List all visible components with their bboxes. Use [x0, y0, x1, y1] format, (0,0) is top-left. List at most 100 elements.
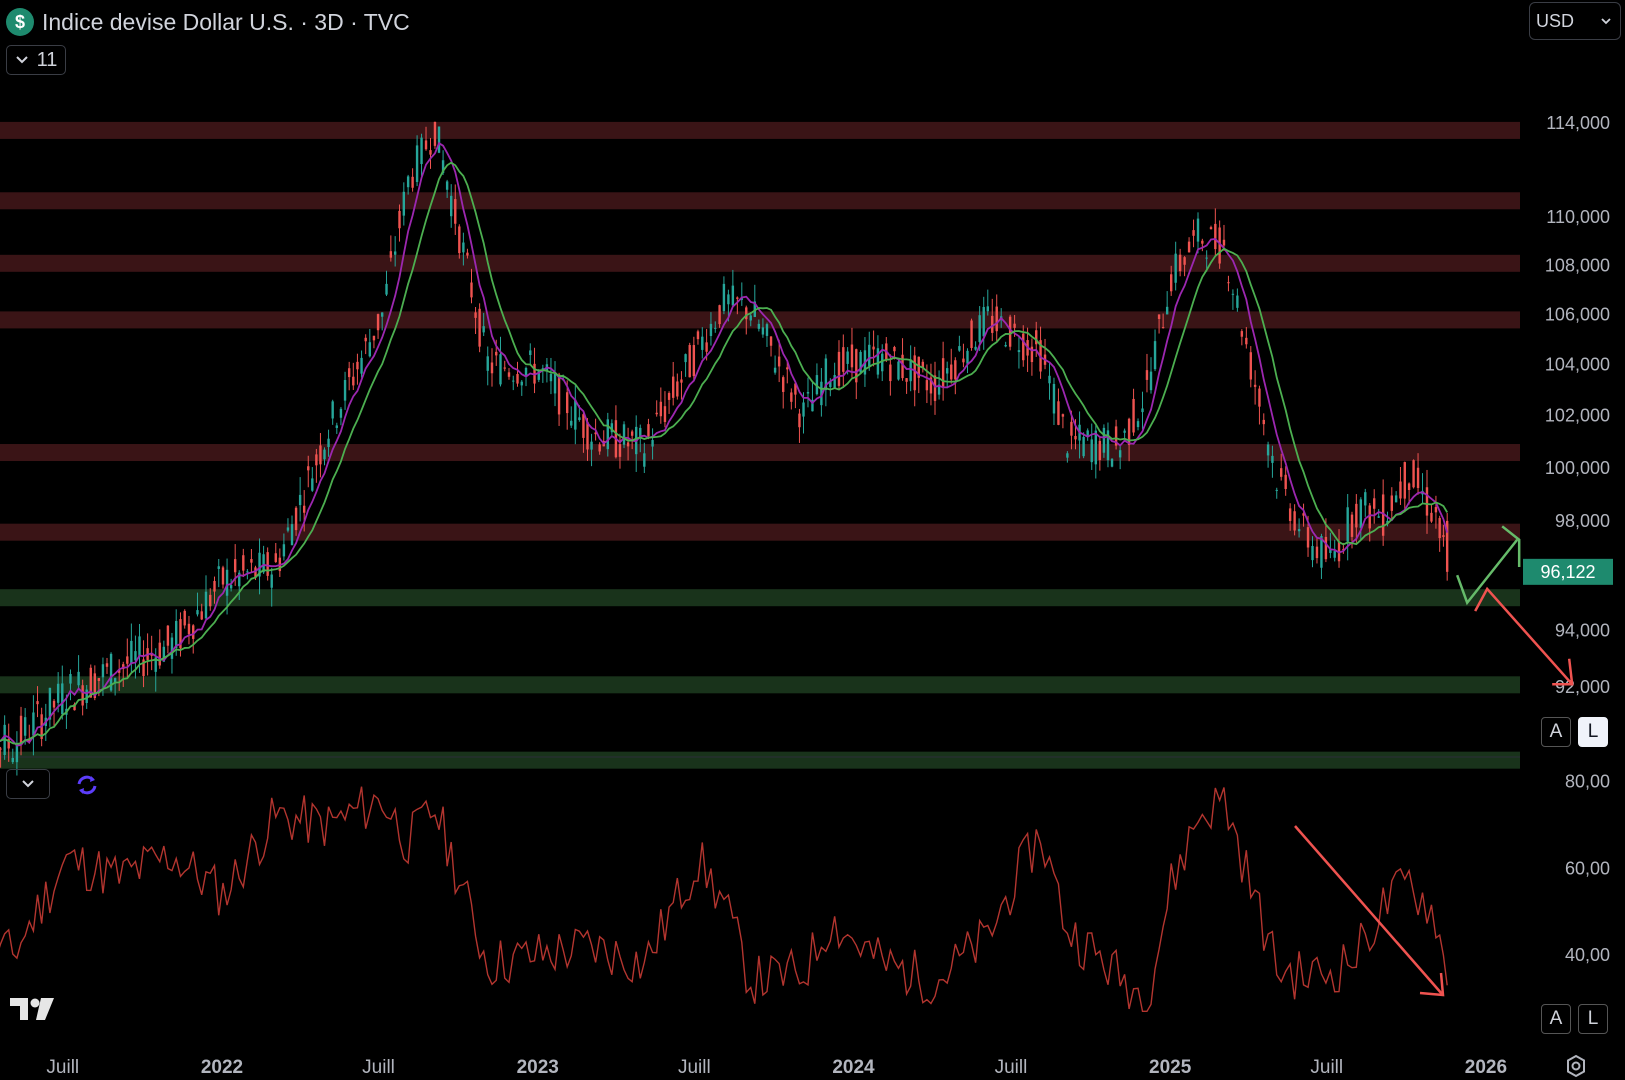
candle-body — [130, 640, 133, 664]
candle-body — [1311, 545, 1314, 561]
candle — [709, 312, 713, 346]
candle — [364, 334, 367, 355]
candle — [1320, 533, 1323, 579]
price-axis-label: 102,000 — [1545, 406, 1610, 426]
candle-body — [343, 379, 347, 401]
candle — [278, 548, 282, 577]
candle — [1201, 238, 1204, 252]
candle — [1240, 329, 1244, 346]
gear-icon[interactable] — [1563, 1053, 1589, 1079]
candle — [1165, 291, 1169, 315]
candle — [1090, 423, 1093, 470]
candle — [1315, 537, 1319, 564]
candle — [1262, 413, 1265, 436]
candle — [651, 428, 654, 460]
rsi-log-scale-button[interactable]: L — [1578, 1004, 1608, 1034]
candle-body — [933, 375, 937, 401]
candle — [876, 335, 880, 379]
candle-body — [692, 345, 696, 377]
candle-body — [1430, 512, 1433, 522]
price-axis-label: 104,000 — [1545, 355, 1610, 375]
candle-body — [727, 294, 730, 305]
candle-body — [598, 444, 601, 452]
sync-icon[interactable] — [74, 772, 100, 798]
candle-body — [855, 349, 858, 383]
candle-body — [213, 580, 216, 592]
candle-body — [684, 354, 687, 363]
candle-body — [1342, 549, 1345, 551]
candle — [626, 427, 630, 461]
candle — [667, 391, 671, 414]
candle-body — [586, 421, 589, 450]
candle-body — [1297, 529, 1301, 532]
rsi-auto-scale-button[interactable]: A — [1541, 1004, 1571, 1034]
candle-body — [1094, 430, 1097, 465]
candle — [929, 363, 933, 406]
currency-select[interactable]: USD — [1529, 2, 1621, 40]
candle — [1187, 237, 1191, 253]
candle — [529, 343, 532, 364]
candle — [1236, 288, 1239, 312]
symbol-title[interactable]: Indice devise Dollar U.S. · 3D · TVC — [42, 8, 410, 35]
candle — [520, 380, 523, 396]
candle-body — [1136, 421, 1140, 428]
price-auto-scale-button[interactable]: A — [1541, 717, 1571, 747]
candle — [1209, 225, 1213, 230]
candle-body — [1061, 414, 1065, 417]
candle — [1421, 473, 1424, 504]
candle-body — [945, 368, 949, 374]
candle-body — [1183, 257, 1186, 265]
candle-body — [1368, 505, 1371, 529]
candle — [630, 429, 634, 450]
price-axis-label: 98,000 — [1555, 511, 1610, 531]
candle-body — [56, 683, 60, 703]
candle — [718, 304, 721, 328]
indicators-collapse-button[interactable]: 11 — [6, 45, 66, 75]
dollar-sign-icon: $ — [6, 8, 34, 36]
resistance-zone — [0, 192, 1520, 210]
candle-body — [466, 252, 469, 256]
candle — [1364, 488, 1367, 517]
candle — [1017, 336, 1021, 369]
candle-body — [565, 392, 569, 414]
candle — [302, 490, 306, 532]
candle — [516, 361, 519, 387]
price-log-scale-button[interactable]: L — [1578, 717, 1608, 747]
candle-body — [736, 297, 739, 299]
candle-body — [1222, 239, 1226, 246]
bearish-arrow-head — [1552, 658, 1574, 686]
candle — [1425, 469, 1429, 534]
candle-body — [937, 384, 941, 395]
candle — [970, 318, 973, 351]
candle — [286, 518, 290, 533]
candle — [380, 312, 384, 331]
candle — [618, 433, 622, 469]
price-axis-label: 94,000 — [1555, 621, 1610, 641]
candle-body — [714, 327, 717, 329]
candle — [209, 588, 212, 611]
indicators-count: 11 — [36, 48, 58, 71]
candle — [134, 635, 137, 679]
candle-body — [782, 377, 785, 392]
candle-body — [881, 353, 884, 372]
candle — [1390, 487, 1394, 521]
candle-body — [398, 210, 401, 229]
candle-body — [626, 442, 630, 447]
candle — [415, 135, 419, 187]
candle — [398, 204, 401, 242]
candle-body — [815, 375, 819, 395]
candle-body — [798, 413, 801, 428]
candle — [777, 339, 781, 383]
candle — [1434, 495, 1438, 529]
candle — [1275, 487, 1278, 499]
candle — [217, 558, 220, 588]
candle — [1412, 459, 1415, 489]
candle-body — [731, 285, 735, 306]
candle-body — [1253, 384, 1257, 387]
candle-body — [524, 367, 528, 376]
candle-body — [811, 399, 814, 412]
rsi-pane-collapse-button[interactable] — [6, 769, 50, 799]
candle — [933, 361, 937, 415]
candle — [1253, 370, 1257, 405]
